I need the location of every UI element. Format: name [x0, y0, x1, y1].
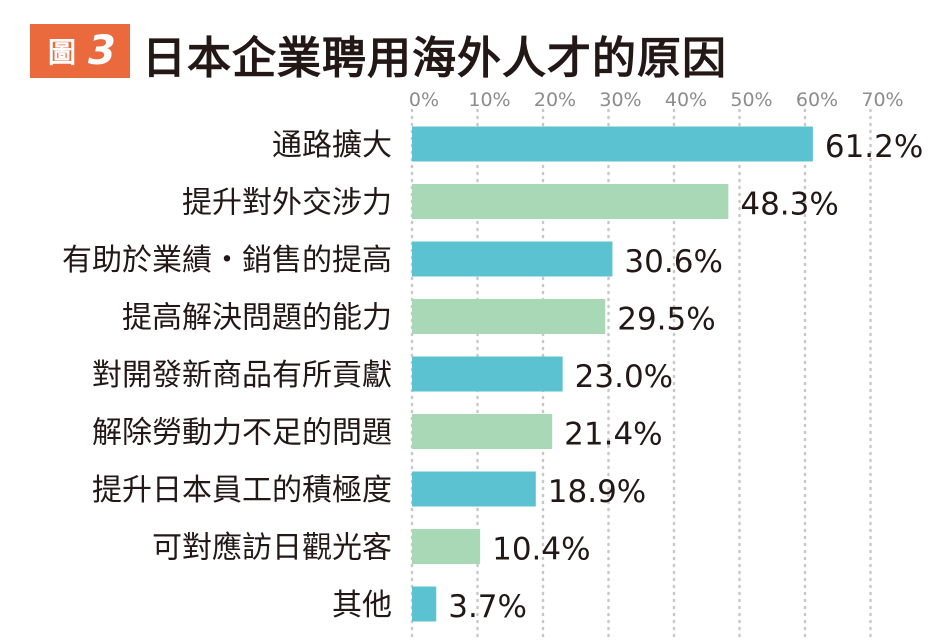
category-label: 通路擴大 — [272, 128, 392, 163]
bar — [412, 414, 553, 449]
value-label: 23.0% — [575, 359, 673, 395]
category-label: 其他 — [332, 588, 392, 623]
figure-badge: 圖 3 — [30, 24, 130, 78]
x-tick-label: 40% — [665, 89, 707, 111]
bar — [412, 241, 613, 277]
bar — [412, 356, 563, 392]
chart-title: 日本企業聘用海外人才的原因 — [142, 33, 727, 84]
x-tick-label: 0% — [409, 89, 439, 111]
value-label: 10.4% — [492, 532, 590, 568]
bar — [412, 299, 606, 334]
chart-header: 圖 3 日本企業聘用海外人才的原因 — [0, 0, 932, 90]
value-labels: 61.2% 48.3% 30.6% 29.5% 23.0% 21.4% 18.9% 10.4%… — [448, 129, 923, 625]
x-tick-label: 30% — [599, 89, 641, 111]
x-tick-label: 60% — [796, 89, 838, 111]
category-labels: 通路擴大提升對外交涉力有助於業績・銷售的提高提高解決問題的能力對開發新商品有所貢… — [62, 128, 392, 623]
value-label: 21.4% — [564, 417, 662, 453]
x-tick-label: 20% — [534, 89, 576, 111]
bar — [412, 529, 481, 564]
bar — [412, 126, 813, 162]
bar — [412, 184, 729, 219]
x-tick-label: 10% — [468, 89, 510, 111]
value-label: 61.2% — [825, 129, 923, 165]
category-label: 提升對外交涉力 — [182, 186, 392, 221]
value-label: 48.3% — [740, 187, 838, 223]
category-label: 提升日本員工的積極度 — [92, 473, 392, 508]
category-label: 有助於業績・銷售的提高 — [62, 243, 392, 278]
value-label: 18.9% — [548, 474, 646, 510]
bars — [412, 126, 813, 622]
category-label: 解除勞動力不足的問題 — [92, 416, 392, 451]
value-label: 29.5% — [617, 302, 715, 338]
bar — [412, 586, 437, 622]
x-tick-label: 70% — [861, 89, 903, 111]
bar — [412, 471, 536, 507]
x-tick-label: 50% — [730, 89, 772, 111]
x-axis-ticks: 0% 10% 20% 30% 40% 50% 60% 70% — [409, 89, 904, 111]
category-label: 提高解決問題的能力 — [122, 301, 392, 336]
figure-badge-word: 圖 — [47, 36, 76, 69]
value-label: 30.6% — [624, 244, 722, 280]
figure-badge-number: 3 — [88, 28, 116, 74]
category-label: 可對應訪日觀光客 — [152, 531, 392, 566]
value-label: 3.7% — [448, 589, 527, 625]
category-label: 對開發新商品有所貢獻 — [92, 358, 392, 393]
